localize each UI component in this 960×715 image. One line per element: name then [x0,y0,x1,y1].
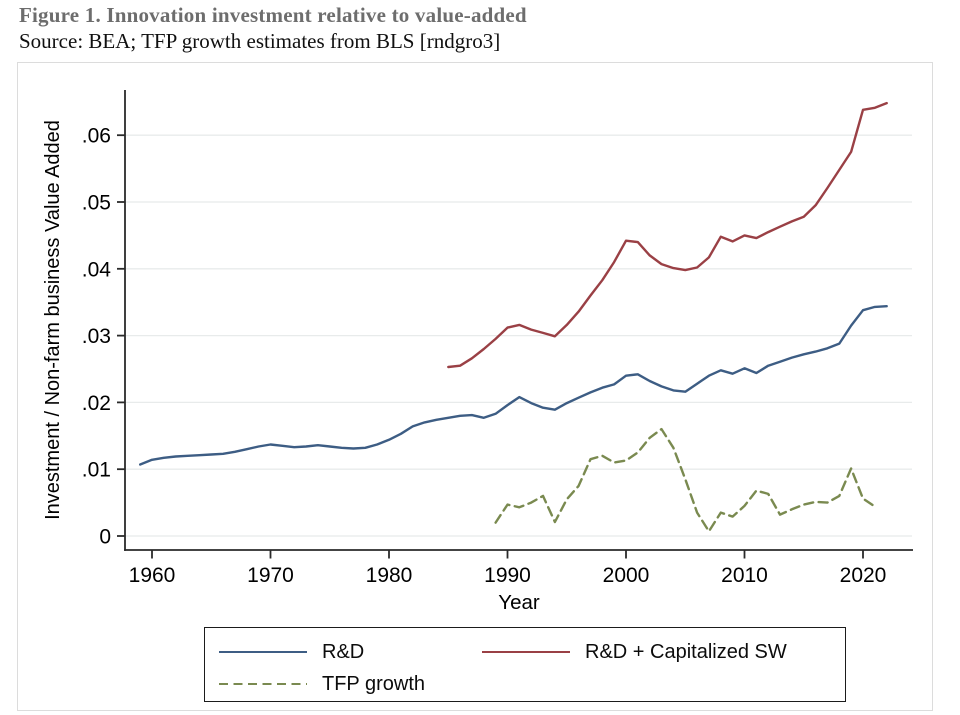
legend-line-tfp-icon [219,682,307,686]
y-axis-title: Investment / Non-farm business Value Add… [42,120,64,520]
legend-entry-tfp: TFP growth [219,673,425,695]
y-tick-label: .03 [82,325,111,348]
y-tick-label: .05 [82,192,111,215]
legend-label-tfp: TFP growth [322,673,425,695]
chart-legend: R&D R&D + Capitalized SW TFP growth [204,627,846,702]
legend-label-rd: R&D [322,641,365,663]
x-tick-label: 2000 [603,564,650,587]
x-tick-label: 1960 [129,564,176,587]
legend-line-rd-sw-icon [482,650,570,654]
x-tick-label: 2020 [840,564,887,587]
legend-entry-rd-sw: R&D + Capitalized SW [482,641,787,663]
legend-line-rd-icon [219,650,307,654]
x-tick-label: 1990 [484,564,531,587]
series-line-2 [494,427,877,533]
y-tick-label: .01 [82,459,111,482]
legend-label-rd-sw: R&D + Capitalized SW [585,641,787,663]
y-tick-label: .02 [82,392,111,415]
series-line-1 [447,101,888,369]
x-axis-title: Year [498,591,540,614]
y-tick-label: .04 [82,258,112,281]
x-tick-label: 2010 [721,564,768,587]
x-tick-label: 1970 [247,564,294,587]
x-tick-label: 1980 [366,564,413,587]
figure-source: Source: BEA; TFP growth estimates from B… [19,29,501,53]
y-tick-label: .06 [82,125,111,148]
figure-title: Figure 1. Innovation investment relative… [19,3,527,27]
legend-entry-rd: R&D [219,641,364,663]
figure-area: 0 .01 .02 .03 .04 .05 .06 1960 1970 1980 1990 2000 2… [17,62,933,711]
series-line-0 [138,304,888,466]
chart-canvas: 0 .01 .02 .03 .04 .05 .06 1960 1970 1980 1990 2000 2… [42,90,913,614]
y-tick-label: 0 [99,526,111,549]
